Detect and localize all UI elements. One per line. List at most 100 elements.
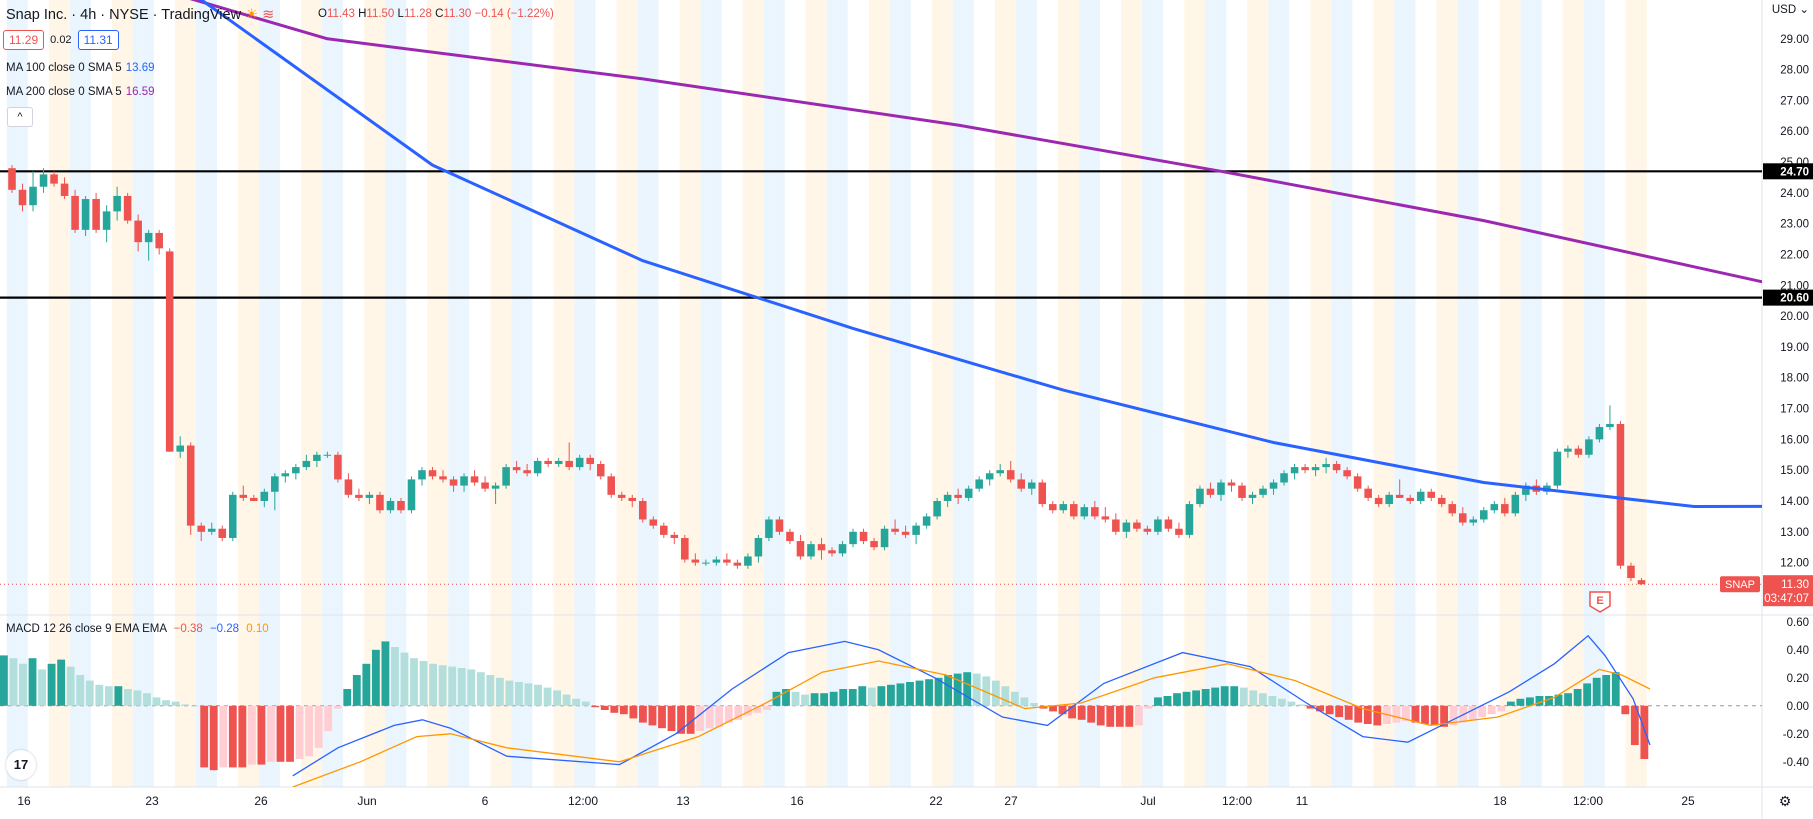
macd-histogram-bar <box>1392 705 1401 723</box>
session-band <box>364 0 375 787</box>
macd-histogram-bar <box>381 641 390 706</box>
spread-value: 0.02 <box>50 34 72 46</box>
candle-body <box>186 445 195 526</box>
settings-gear-icon: ⚙ <box>1779 794 1792 810</box>
candle-body <box>1206 488 1215 495</box>
price-tick-label: 15.00 <box>1780 465 1809 477</box>
candle-body <box>1395 494 1404 498</box>
time-tick-label: Jun <box>357 794 376 808</box>
macd-histogram-bar <box>476 672 485 706</box>
candle-body <box>575 457 584 468</box>
candle-body <box>985 473 994 480</box>
candle-body <box>775 519 784 532</box>
session-band <box>48 0 60 787</box>
macd-histogram-bar <box>1144 705 1153 709</box>
tradingview-logo-icon[interactable]: 17 <box>6 750 36 780</box>
session-band <box>301 0 312 787</box>
macd-histogram-bar <box>753 705 762 713</box>
macd-histogram-bar <box>247 705 256 765</box>
collapse-legend-button[interactable]: ^ <box>7 107 33 127</box>
candle-body <box>1385 494 1393 505</box>
macd-histogram-bar <box>362 663 371 706</box>
price-tick-label: 26.00 <box>1780 126 1809 138</box>
macd-histogram-bar <box>1545 696 1553 706</box>
market-hours-sun-icon: ☀ <box>245 7 259 23</box>
candle-body <box>1038 482 1047 505</box>
ma100-legend[interactable]: MA 100 close 0 SMA 5 13.69 <box>6 62 155 74</box>
time-tick-label: 26 <box>254 794 268 808</box>
candle-body <box>1122 522 1131 532</box>
macd-histogram-bar <box>562 694 571 706</box>
macd-histogram-bar <box>639 705 647 723</box>
macd-histogram-bar <box>95 684 104 706</box>
session-band <box>1447 0 1458 787</box>
macd-histogram-bar <box>763 705 771 710</box>
macd-histogram-bar <box>1592 677 1601 706</box>
session-band <box>259 0 270 787</box>
candle-body <box>649 519 658 526</box>
macd-tick-label: 0.20 <box>1787 673 1809 685</box>
macd-histogram-bar <box>410 658 418 706</box>
macd-histogram-bar <box>85 680 94 706</box>
macd-histogram-bar <box>276 705 285 762</box>
symbol-title[interactable]: Snap Inc. · 4h · NYSE · TradingView ☀ ≋ <box>6 7 274 23</box>
candle-body <box>323 454 332 456</box>
candle-body <box>29 186 37 206</box>
open-value: 11.43 <box>326 8 355 20</box>
macd-legend[interactable]: MACD 12 26 close 9 EMA EMA −0.38 −0.28 0… <box>6 623 269 635</box>
symbol-line: Snap Inc. · 4h · NYSE · TradingView <box>6 7 242 23</box>
candle-body <box>386 500 395 511</box>
time-tick-label: 12:00 <box>568 794 598 808</box>
candle-body <box>250 497 258 501</box>
macd-histogram-bar <box>848 689 857 706</box>
session-band <box>1373 0 1384 787</box>
ask-button[interactable]: 11.31 <box>77 30 119 50</box>
macd-histogram-bar <box>429 663 438 706</box>
candle-body <box>144 232 153 243</box>
session-band <box>311 0 323 787</box>
candle-body <box>239 494 248 498</box>
ma200-legend[interactable]: MA 200 close 0 SMA 5 16.59 <box>6 86 155 98</box>
bid-button[interactable]: 11.29 <box>3 30 45 50</box>
session-band <box>80 0 91 787</box>
candle-body <box>81 199 90 230</box>
bid-ask-badges: 11.29 0.02 11.31 <box>3 30 119 50</box>
candle-body <box>344 479 353 495</box>
price-tick-label: 14.00 <box>1780 496 1809 508</box>
macd-histogram-bar <box>1258 693 1267 706</box>
session-band <box>1562 0 1574 787</box>
candle-body <box>1101 516 1110 520</box>
candle-body <box>355 494 363 498</box>
candle-body <box>1217 482 1225 495</box>
macd-histogram-bar <box>1106 705 1115 727</box>
macd-histogram-bar <box>515 682 523 706</box>
candle-body <box>817 544 826 551</box>
session-band <box>1573 0 1584 787</box>
macd-histogram-bar <box>162 700 170 706</box>
macd-histogram-bar <box>648 705 657 726</box>
candle-body <box>1164 519 1173 529</box>
candle-body <box>1595 427 1604 440</box>
macd-histogram-bar <box>1278 698 1286 706</box>
candle-body <box>228 494 237 538</box>
candle-body <box>302 460 311 468</box>
last-price-badge <box>1763 575 1813 607</box>
candle-body <box>975 479 983 489</box>
macd-tick-label: -0.20 <box>1783 729 1809 741</box>
candle-body <box>481 482 489 489</box>
session-band <box>1089 0 1101 787</box>
macd-histogram-bar <box>524 683 533 706</box>
macd-histogram-bar <box>343 689 352 706</box>
session-band <box>1215 0 1227 787</box>
candle-body <box>681 537 689 560</box>
candle-body <box>376 494 384 511</box>
macd-histogram-bar <box>1354 705 1363 723</box>
macd-histogram-bar <box>152 697 161 706</box>
candle-body <box>1469 519 1478 523</box>
candle-body <box>1616 423 1625 566</box>
macd-histogram-bar <box>1402 705 1410 722</box>
macd-histogram-bar <box>1115 705 1124 727</box>
session-band <box>374 0 386 787</box>
candle-body <box>134 220 142 243</box>
